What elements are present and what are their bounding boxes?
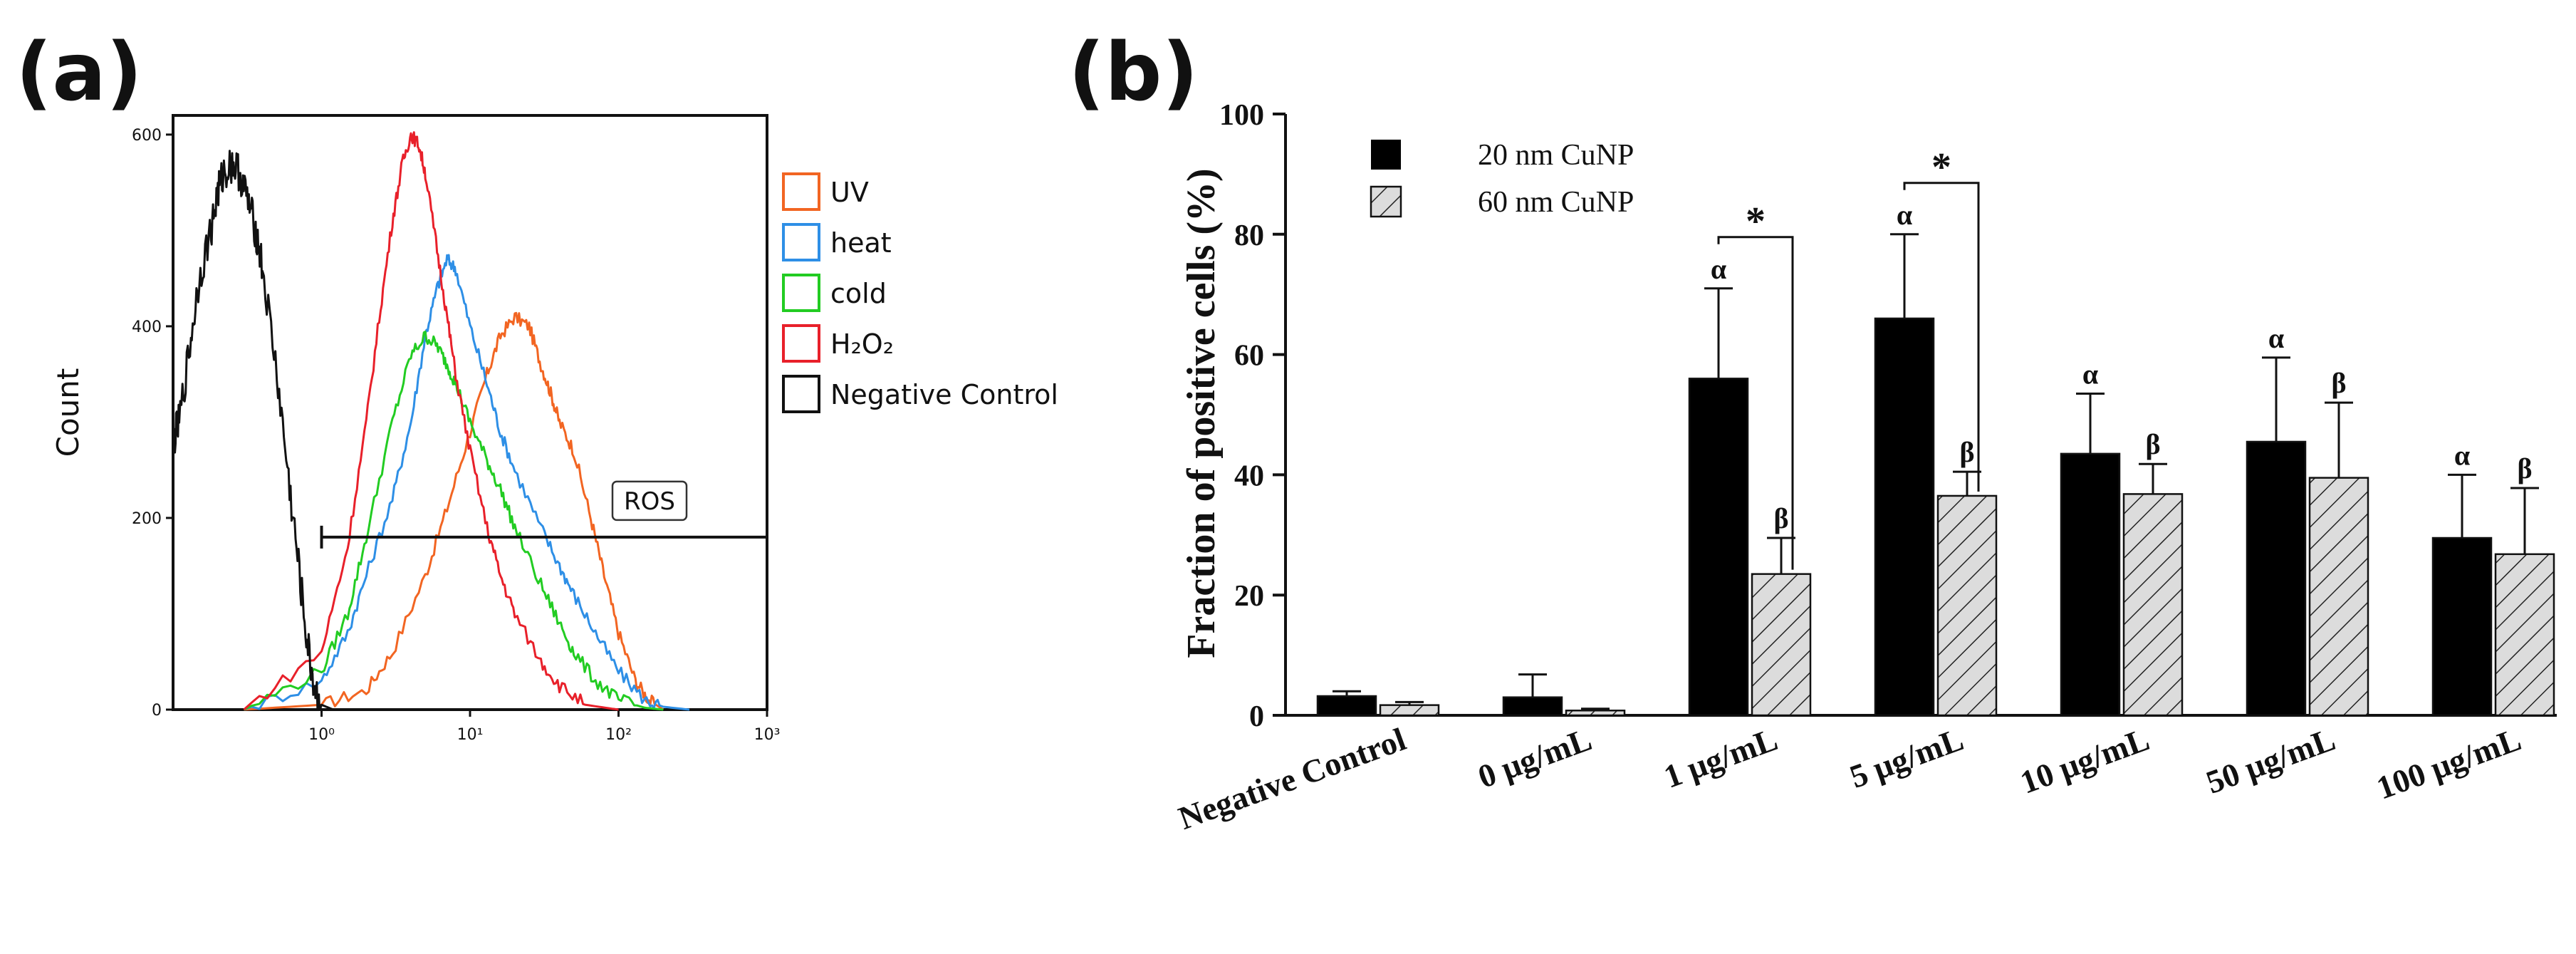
category-label: 100 μg/mL [2372,720,2525,806]
panel-b-category-labels: Negative Control 0 μg/mL 1 μg/mL 5 μg/mL 10 … [1174,720,2525,836]
panel-b-label: (b) [1068,26,1199,119]
legend-label-uv: UV [830,177,869,208]
comparison-bracket [1717,236,1794,570]
bar-20nm-1 [1502,696,1563,717]
panel-a-y-label: Count [51,368,85,457]
legend-label-20nm: 20 nm CuNP [1478,139,1634,172]
legend-b-20nm: 20 nm CuNP [1371,139,1634,172]
bar-20nm-0 [1316,695,1377,717]
panel-a-y-ticks: 0 200 400 600 [132,127,173,720]
ros-gate: ROS [320,480,767,549]
panel-b: (b) 0 20 40 60 80 100 Fraction of positive ce… [1068,26,2557,836]
category-label: 10 μg/mL [2016,720,2154,800]
panel-a-x-tick-label: 10¹ [457,726,484,744]
significance-marker: α [1897,199,1912,231]
panel-a-legend: UV heat cold H₂O₂ Negative Control [782,172,1058,413]
legend-b-60nm: 60 nm CuNP [1370,185,1634,219]
curve-cold [243,331,664,711]
panel-a-y-tick-label: 200 [132,510,162,528]
panel-b-y-label: Fraction of positive cells (%) [1179,168,1224,658]
panel-a-x-ticks: 10⁰ 10¹ 10² 10³ [308,710,780,744]
comparison-bracket [1903,182,1980,492]
ros-gate-label: ROS [624,487,675,516]
significance-marker: β [2331,367,2346,399]
legend-label-heat: heat [830,227,892,259]
bar-60nm-5 [2308,477,2369,717]
panel-b-comparisons: ** [1717,145,1980,570]
panel-b-legend: 20 nm CuNP 60 nm CuNP [1370,139,1634,219]
category-label: Negative Control [1174,720,1410,836]
legend-swatch-heat [782,223,820,261]
panel-a-label: (a) [16,26,142,119]
legend-swatch-cold [782,274,820,312]
bar-20nm-3 [1874,317,1935,717]
comparison-star: * [1746,199,1766,244]
bar-60nm-2 [1751,573,1812,717]
legend-label-h2o2: H₂O₂ [830,328,894,360]
bar-60nm-4 [2122,493,2184,717]
legend-swatch-20nm [1371,140,1401,170]
curve-uv [244,311,664,711]
panel-b-y-tick-label: 100 [1219,99,1264,132]
bar-20nm-5 [2246,440,2307,717]
curve-h-o [243,131,619,711]
bar-20nm-6 [2431,536,2493,717]
bar-60nm-6 [2494,553,2555,717]
significance-marker: β [2145,428,2160,460]
panel-b-y-tick-label: 20 [1234,580,1264,613]
curve-heat [243,254,690,711]
curve-negative-control [172,150,334,711]
significance-marker: α [2082,358,2098,390]
legend-label-negative-control: Negative Control [830,379,1058,410]
panel-b-y-tick-label: 60 [1234,340,1264,373]
panel-a-x-tick-label: 10² [605,726,632,744]
bar-60nm-1 [1565,709,1626,717]
panel-a-y-tick-label: 400 [132,318,162,336]
legend-label-cold: cold [830,278,887,309]
bar-20nm-4 [2060,452,2121,717]
panel-b-bars: α β α β α β α β α β [1316,199,2555,717]
category-label: 5 μg/mL [1845,720,1968,794]
panel-a-plot-frame [172,114,768,711]
panel-a-curves [172,131,690,711]
panel-b-y-tick-label: 0 [1249,700,1264,733]
panel-b-y-tick-label: 40 [1234,460,1264,492]
panel-a-x-tick-label: 10³ [754,726,781,744]
significance-marker: β [1773,502,1788,534]
legend-swatch-uv [782,172,820,211]
legend-swatch-negative-control [782,375,820,413]
legend-a-negative-control: Negative Control [782,375,1058,413]
significance-marker: α [2454,439,2470,471]
significance-marker: β [1959,436,1974,468]
bar-60nm-0 [1379,704,1440,717]
ros-gate-label-box [611,480,688,522]
significance-marker: α [2268,322,2284,354]
panel-a-y-tick-label: 600 [132,127,162,145]
panel-a-x-tick-label: 10⁰ [308,726,335,744]
category-label: 0 μg/mL [1474,720,1597,794]
category-label: 50 μg/mL [2201,720,2340,800]
comparison-star: * [1931,145,1951,190]
legend-a-heat: heat [782,223,892,261]
bar-60nm-3 [1936,494,1998,717]
category-label: 1 μg/mL [1659,720,1783,794]
bar-20nm-2 [1688,378,1749,717]
legend-label-60nm: 60 nm CuNP [1478,186,1634,219]
panel-b-y-tick-label: 80 [1234,219,1264,252]
legend-swatch-h2o2 [782,324,820,363]
significance-marker: α [1711,253,1726,285]
legend-a-h2o2: H₂O₂ [782,324,894,363]
legend-a-uv: UV [782,172,869,211]
panel-a-y-tick-label: 0 [152,702,162,720]
significance-marker: β [2517,452,2532,484]
panel-b-y-ticks: 0 20 40 60 80 100 [1219,99,1286,733]
legend-a-cold: cold [782,274,887,312]
legend-swatch-60nm [1370,185,1402,218]
panel-a: (a) 0 200 400 600 10⁰ 10¹ 10² 10³ Count ROS UV… [16,26,1058,744]
